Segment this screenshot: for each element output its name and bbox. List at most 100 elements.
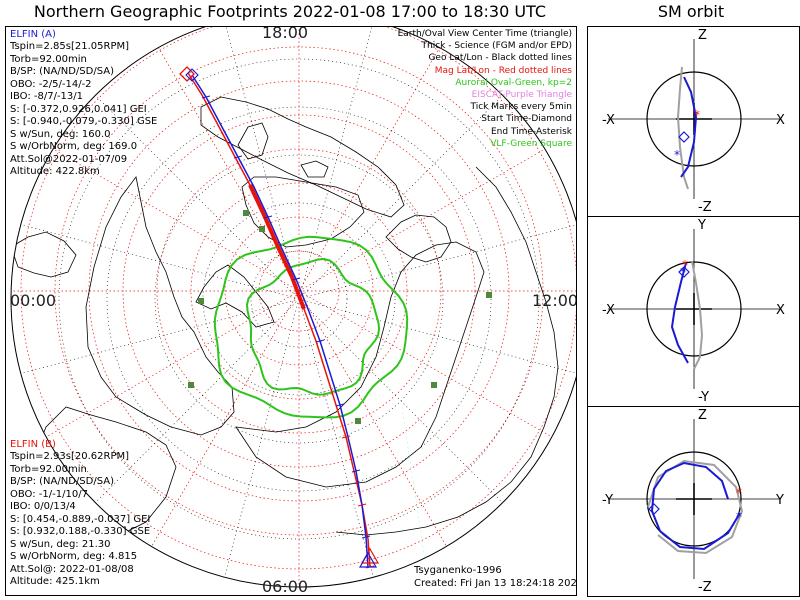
- elfin-a-line: S: [-0.940,-0.079,-0.330] GSE: [10, 116, 158, 127]
- model-credit: Tsyganenko-1996: [414, 565, 502, 576]
- geo-lon-line: [298, 72, 526, 300]
- coastline-asia-east: [335, 166, 559, 536]
- elfin-a-line: IBO: -8/7/-13/1: [10, 91, 84, 102]
- elfin-a-tick: [335, 403, 345, 407]
- field-line-trace: [401, 406, 427, 568]
- sm-panel-yz: * * Z -Z -Y Y: [587, 406, 800, 597]
- geo-lon-line: [11, 215, 300, 300]
- geographic-grid: [11, 27, 576, 587]
- elfin-a-track: [191, 74, 369, 568]
- elfin-a-line: Altitude: 422.8km: [10, 166, 100, 177]
- orbit-elfin-b: [691, 260, 704, 370]
- elfin-a-line: Torb=92.00min: [10, 53, 87, 65]
- satellite-tracks: [179, 66, 427, 569]
- vlf-station-marker: [259, 226, 265, 232]
- legend-entry: Tick Marks every 5min: [470, 102, 572, 113]
- mag-lon-line: [298, 290, 460, 569]
- clock-label-top: 18:00: [262, 26, 309, 42]
- orbit-elfin-a: [670, 262, 689, 364]
- mag-lat-circle: [20, 27, 576, 570]
- vlf-station-marker: [243, 210, 249, 216]
- axis-label-top: Y: [697, 218, 706, 233]
- elfin-b-tick: [357, 503, 367, 507]
- axis-label-top: Z: [698, 28, 707, 43]
- vlf-station-marker: [431, 382, 437, 388]
- mag-lon-line: [21, 290, 300, 452]
- orbit-start-diamond: [648, 503, 660, 515]
- orbit-end-asterisk-b: *: [682, 258, 688, 272]
- magnetic-grid: [11, 27, 576, 587]
- globe-outline: [10, 27, 576, 588]
- elfin-a-tick: [291, 277, 301, 281]
- orbit-elfin-a: [680, 76, 698, 178]
- axis-label-right: X: [776, 113, 785, 128]
- elfin-b-line: Att.Sol@: 2022-01-08/08: [10, 563, 134, 575]
- coastline-greenland: [241, 176, 365, 248]
- mag-lon-line: [298, 27, 460, 292]
- orbit-end-asterisk-b: *: [694, 108, 700, 122]
- legend-entry: Thick - Science (FGM and/or EPD): [421, 41, 572, 52]
- mag-lat-circle: [88, 80, 510, 502]
- auroral-oval: [213, 235, 409, 419]
- axis-label-top: Z: [698, 408, 707, 423]
- sm-plot-xz: * * Z -Z -X X: [602, 28, 785, 215]
- elfin-a-line: S: [-0.372,0.926,0.041] GEI: [10, 103, 147, 115]
- vlf-station-marker: [198, 298, 204, 304]
- coastline-scandinavia: [385, 214, 452, 263]
- elfin-a-tick: [351, 469, 361, 473]
- plot-title: Northern Geographic Footprints 2022-01-0…: [33, 2, 547, 21]
- polar-map-panel: 18:00 00:00 12:00 06:00 Earth/Oval View …: [5, 26, 577, 596]
- vlf-station-marker: [355, 418, 361, 424]
- coastline-iceland: [300, 160, 329, 178]
- geo-lon-line: [298, 298, 526, 526]
- mag-lon-line: [21, 130, 300, 292]
- elfin-b-line: OBO: -1/-1/10/7: [10, 488, 88, 500]
- elfin-b-info: Tspin=2.93s[20.62RPM] Torb=92.00min B/SP: …: [10, 451, 150, 589]
- coastline-europe: [200, 96, 405, 218]
- geo-lon-line: [298, 27, 383, 300]
- created-timestamp: Created: Fri Jan 13 18:24:18 2023: [414, 578, 577, 589]
- sm-orbit-panels: * * Z -Z -X X * * Y -Y -X X * * Z -Z -Y Y: [587, 26, 800, 600]
- coastline-north-america: [85, 176, 235, 436]
- geo-lat-circle: [250, 250, 348, 348]
- geo-lon-line: [11, 298, 300, 383]
- elfin-b-science-segment: [248, 184, 306, 310]
- orbit-elfin-b: [676, 66, 689, 190]
- coastline-atlantic-west: [11, 231, 77, 278]
- axis-label-right: Y: [775, 493, 784, 508]
- elfin-b-line: S: [0.932,0.188,-0.330] GSE: [10, 526, 151, 537]
- coastline-siberia: [235, 241, 485, 488]
- orbit-end-asterisk: *: [674, 148, 680, 162]
- sm-panel-xz: * * Z -Z -X X: [587, 26, 800, 217]
- vlf-stations: [188, 210, 492, 424]
- elfin-a-start-diamond: [185, 68, 199, 82]
- elfin-b-tick: [341, 435, 351, 439]
- elfin-a-view-triangle: [358, 551, 378, 568]
- orbit-end-asterisk: *: [680, 265, 686, 279]
- geo-lon-line: [72, 72, 300, 300]
- coastlines: [11, 96, 559, 548]
- legend-entry: Earth/Oval View Center Time (triangle): [397, 29, 572, 39]
- legend-entry: EISCAT-Purple Triangle: [471, 90, 572, 100]
- mag-lon-line: [138, 27, 300, 292]
- elfin-a-tick: [361, 535, 371, 539]
- clock-label-bottom: 06:00: [262, 577, 309, 596]
- orbit-start-diamond: [678, 266, 690, 278]
- elfin-b-line: B/SP: (NA/ND/SD/SA): [10, 476, 114, 487]
- axis-label-left: -X: [602, 303, 615, 318]
- auroral-oval-inner: [245, 257, 381, 396]
- elfin-a-name: ELFIN (A): [10, 29, 56, 40]
- elfin-b-line: S: [0.454,-0.889,-0.037] GEI: [10, 513, 151, 525]
- elfin-b-start-diamond: [179, 66, 195, 82]
- elfin-b-line: S w/OrbNorm, deg: 4.815: [10, 551, 138, 562]
- elfin-a-line: S w/OrbNorm, deg: 169.0: [10, 141, 138, 152]
- clock-label-right: 12:00: [532, 291, 577, 310]
- elfin-a-tick: [201, 95, 211, 99]
- mag-lon-line: [298, 290, 576, 452]
- orbit-end-asterisk: *: [736, 510, 742, 524]
- mag-lat-circle: [224, 216, 374, 366]
- orbit-end-asterisk-b: *: [736, 486, 742, 500]
- elfin-b-line: S w/Sun, deg: 21.30: [10, 538, 111, 550]
- elfin-b-line: Tspin=2.93s[20.62RPM]: [10, 451, 130, 462]
- elfin-a-line: S w/Sun, deg: 160.0: [10, 128, 111, 140]
